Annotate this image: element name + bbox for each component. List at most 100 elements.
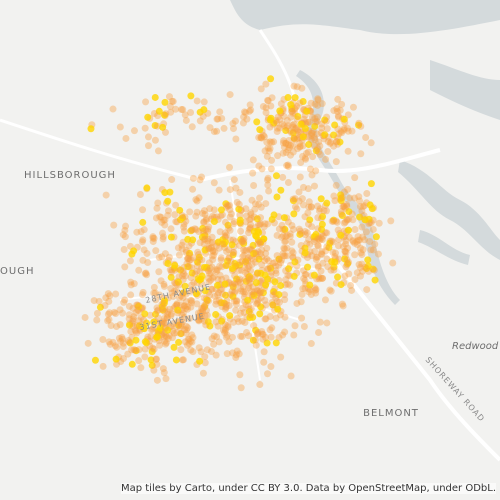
dot xyxy=(294,128,302,136)
dot xyxy=(312,289,320,297)
dot xyxy=(183,303,191,311)
dot xyxy=(177,266,185,274)
dot xyxy=(349,238,357,246)
dot xyxy=(177,106,185,114)
dot xyxy=(218,115,226,123)
dot xyxy=(208,335,216,343)
dot xyxy=(255,134,263,142)
dot xyxy=(102,191,110,199)
dot xyxy=(212,300,220,308)
dot xyxy=(258,134,266,142)
dot xyxy=(142,269,150,277)
dot xyxy=(167,225,175,233)
dot xyxy=(255,162,263,170)
dot xyxy=(336,138,344,146)
dot xyxy=(181,338,189,346)
dot xyxy=(327,266,335,274)
dot xyxy=(179,294,187,302)
dot xyxy=(345,270,353,278)
dot xyxy=(296,142,304,150)
dot xyxy=(272,172,280,180)
dot xyxy=(263,255,271,263)
dot xyxy=(264,96,272,104)
dot xyxy=(275,334,283,342)
dot xyxy=(182,116,190,124)
dot xyxy=(297,241,305,249)
dot xyxy=(312,253,320,261)
dot xyxy=(131,326,139,334)
dot xyxy=(367,180,375,188)
dot xyxy=(212,297,220,305)
dot xyxy=(269,301,277,309)
dot xyxy=(356,213,364,221)
dot xyxy=(195,316,203,324)
dot xyxy=(185,251,193,259)
dot xyxy=(153,376,161,384)
dot xyxy=(127,278,135,286)
water xyxy=(230,0,500,305)
dot xyxy=(310,182,318,190)
dot xyxy=(109,105,117,113)
dot xyxy=(323,125,331,133)
dot xyxy=(357,249,365,257)
dot xyxy=(301,231,309,239)
dot xyxy=(291,203,299,211)
dot xyxy=(308,223,316,231)
dot xyxy=(333,137,341,145)
dot xyxy=(345,233,353,241)
dot xyxy=(306,241,314,249)
dot xyxy=(229,248,237,256)
dot xyxy=(338,194,346,202)
dot xyxy=(207,285,215,293)
dot xyxy=(241,290,249,298)
dot xyxy=(339,202,347,210)
dot xyxy=(244,265,252,273)
dot xyxy=(153,360,161,368)
dot xyxy=(242,218,250,226)
dot xyxy=(317,195,325,203)
dot xyxy=(312,147,320,155)
dot xyxy=(279,232,287,240)
dot xyxy=(161,250,169,258)
dot xyxy=(259,103,267,111)
dot xyxy=(187,92,195,100)
dot xyxy=(240,237,248,245)
dot xyxy=(262,249,270,257)
dot xyxy=(280,244,288,252)
dot xyxy=(193,300,201,308)
dot xyxy=(315,207,323,215)
dot xyxy=(233,275,241,283)
dot xyxy=(214,115,222,123)
dot xyxy=(278,221,286,229)
dot xyxy=(335,113,343,121)
dot xyxy=(90,297,98,305)
dot xyxy=(347,281,355,289)
dot xyxy=(257,85,265,93)
dot xyxy=(299,142,307,150)
dot xyxy=(317,234,325,242)
dot xyxy=(134,301,142,309)
dot xyxy=(213,267,221,275)
dot xyxy=(284,141,292,149)
dot xyxy=(113,360,121,368)
dot xyxy=(160,280,168,288)
dot xyxy=(230,220,238,228)
dot xyxy=(319,213,327,221)
dot xyxy=(359,246,367,254)
dot xyxy=(159,365,167,373)
dot xyxy=(231,117,239,125)
dot xyxy=(177,322,185,330)
dot xyxy=(159,318,167,326)
dot xyxy=(270,138,278,146)
dot xyxy=(217,299,225,307)
dot xyxy=(363,189,371,197)
dot xyxy=(240,235,248,243)
dot xyxy=(162,128,170,136)
dot xyxy=(144,113,152,121)
dot xyxy=(242,205,250,213)
dot xyxy=(319,274,327,282)
dot xyxy=(311,115,319,123)
dot xyxy=(222,304,230,312)
dot xyxy=(150,366,158,374)
dot xyxy=(201,235,209,243)
